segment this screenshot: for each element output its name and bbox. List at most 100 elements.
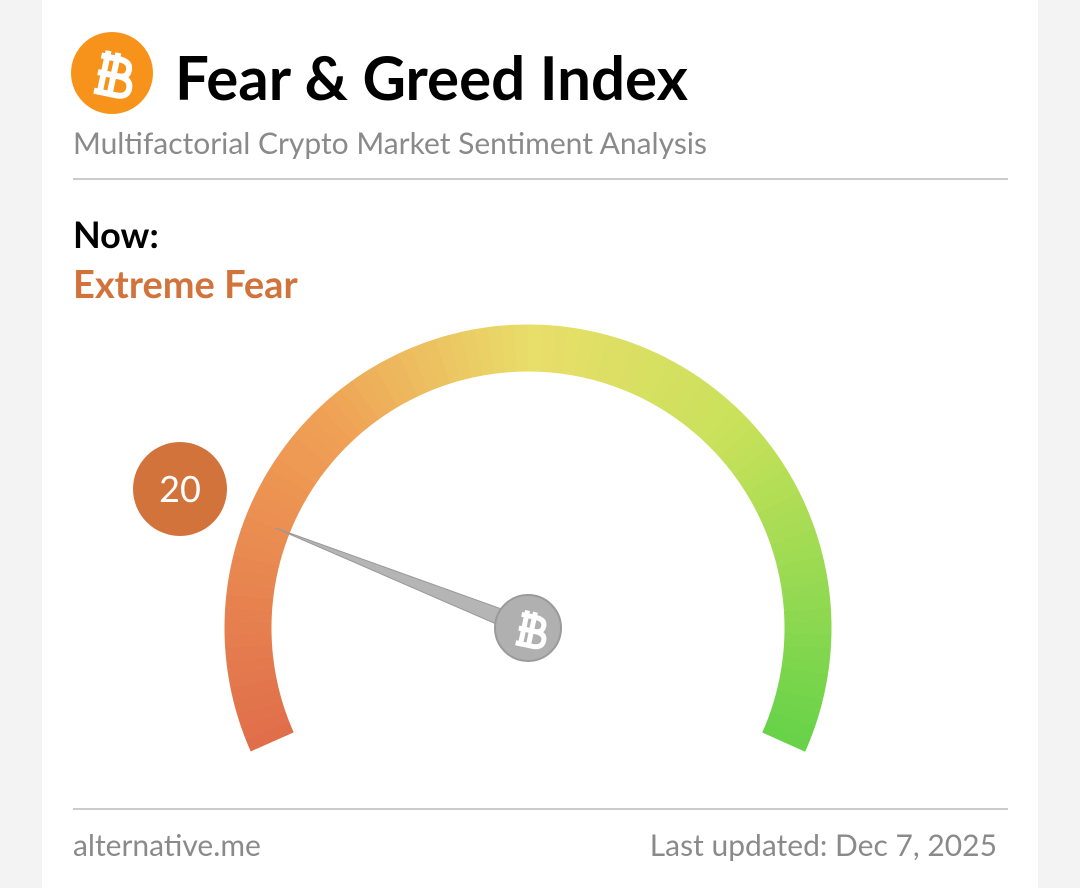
gauge: 20 (133, 324, 832, 752)
source: alternative.me (73, 827, 261, 863)
gauge-arc-segment (550, 325, 569, 374)
gauge-arc-segment (225, 644, 274, 662)
gauge-arc-segment (320, 397, 362, 441)
gauge-arc-segment (435, 335, 462, 384)
gauge-arc-segment (779, 667, 828, 688)
gauge-arc-segment (241, 516, 290, 545)
gauge-arc-segment (256, 479, 305, 513)
gauge-arc-segment (277, 445, 323, 484)
gauge-arc-segment (773, 541, 823, 567)
gauge-arc-segment (694, 397, 736, 441)
gauge-arc-segment (263, 468, 311, 503)
now-label: Now: (73, 212, 159, 256)
gauge-arc-segment (410, 343, 440, 392)
gauge-arc-segment (726, 435, 772, 475)
gauge-arc-segment (330, 388, 371, 434)
gauge-arc-segment (573, 329, 595, 378)
gauge-arc-segment (746, 468, 794, 504)
gauge-arc-segment (374, 359, 409, 407)
gauge-arc-segment (676, 380, 716, 427)
gauge-arc-segment (782, 644, 831, 662)
gauge-arc-segment (776, 678, 826, 701)
gauge-arc-segment (733, 446, 779, 484)
gauge-arc-segment (606, 338, 634, 388)
gauge-arc-segment (233, 689, 282, 714)
gauge-arc-segment (616, 343, 646, 392)
gauge-arc-segment (224, 633, 273, 648)
gauge-arc-segment (398, 348, 429, 397)
gauge-arc-segment (245, 721, 294, 752)
gauge-arc-segment (539, 324, 556, 373)
gauge-arc-segment (226, 655, 275, 675)
gauge-arc-segment (293, 425, 338, 466)
classification: Extreme Fear (73, 261, 298, 307)
gauge-arc-segment (228, 666, 277, 688)
value-label: 20 (159, 466, 201, 510)
gauge-arc-segment (311, 406, 354, 449)
gauge-arc-segment (781, 580, 830, 600)
gauge-arc-segment (251, 491, 299, 524)
gauge-arc-segment (224, 607, 273, 623)
gauge-arc-segment (245, 503, 295, 534)
gauge-arc-segment (703, 406, 746, 449)
last-updated: Last updated: Dec 7, 2025 (650, 827, 997, 863)
gauge-arc-segment (422, 338, 451, 388)
gauge-arc-segment (301, 415, 345, 457)
gauge-arc-segment (637, 353, 671, 402)
gauge-arc-segment (783, 633, 832, 649)
title: Fear & Greed Index (175, 41, 689, 113)
value-badge (133, 442, 227, 536)
gauge-arc-segment (351, 373, 389, 420)
gauge-arc-segment (647, 359, 682, 407)
gauge-arc-segment (501, 324, 518, 373)
gauge-arc-segment (776, 554, 826, 578)
gauge-arc-segment (762, 721, 811, 752)
gauge-arc-segment (751, 479, 800, 514)
gauge-arc-segment (240, 710, 290, 740)
hub-glyph (515, 610, 547, 650)
gauge-arc-segment (711, 415, 755, 458)
gauge-arc-segment (237, 528, 286, 556)
gauge-arc-segment (762, 503, 811, 534)
gauge-arc-segment (561, 327, 582, 376)
gauge-arc-segment (766, 711, 816, 740)
gauge-arc-segment (595, 335, 621, 384)
gauge-arc-segment (448, 331, 473, 381)
gauge-arc-segment (773, 689, 823, 714)
gauge-arc-segment (667, 373, 705, 420)
gauge-arc-segment (230, 554, 280, 578)
gauge-arc-segment (487, 325, 506, 374)
gauge-arc-segment (770, 700, 820, 727)
gauge-arc-segment (770, 528, 820, 556)
gauge-arc-segment (341, 380, 380, 426)
bitcoin-glyph (93, 50, 133, 99)
card (42, 0, 1038, 888)
gauge-arc-segment (783, 607, 832, 623)
gauge-arc-segment (766, 516, 815, 545)
gauge-arc-segment (269, 456, 317, 494)
gauge-arc-segment (226, 580, 275, 600)
gauge-arc-segment (718, 425, 763, 466)
gauge-arc-segment (228, 567, 277, 589)
gauge-arc-segment (739, 457, 787, 494)
gauge-arc-segment (386, 353, 419, 402)
subtitle: Multifactorial Crypto Market Sentiment A… (73, 125, 707, 161)
gauge-arc-segment (757, 491, 806, 524)
gauge-arc-segment (781, 655, 830, 675)
gauge-arc-segment (362, 366, 399, 413)
gauge-arc-segment (230, 678, 280, 701)
gauge-arc-segment (627, 348, 659, 397)
gauge-arc-segment (233, 541, 283, 567)
gauge-arc-segment (236, 700, 286, 727)
gauge-arc-segment (225, 593, 274, 611)
gauge-arc-segment (461, 329, 484, 378)
gauge-arc-segment (782, 594, 831, 612)
gauge-arc-segment (685, 388, 726, 434)
gauge-arc-segment (284, 435, 330, 475)
gauge-arc-segment (474, 327, 495, 376)
gauge-arc-segment (584, 331, 608, 381)
gauge-arc-segment (779, 567, 828, 589)
gauge-arc-segment (657, 366, 694, 413)
